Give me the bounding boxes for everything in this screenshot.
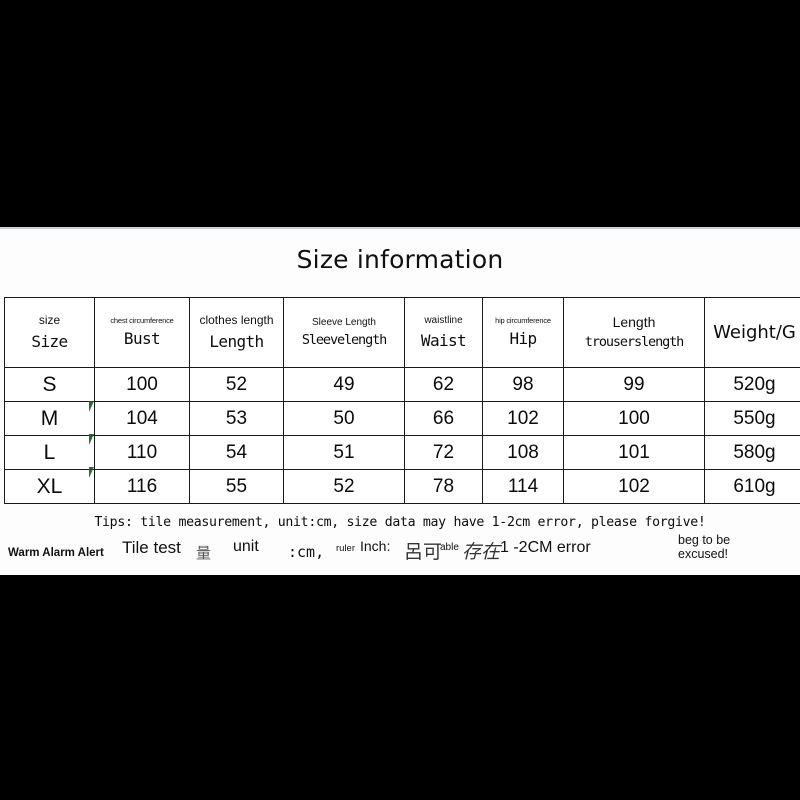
cell-length: 54 bbox=[189, 435, 284, 470]
cell-sleeve: 52 bbox=[283, 469, 405, 504]
cell-size: L bbox=[4, 435, 95, 470]
cell-length: 52 bbox=[189, 367, 284, 402]
cell-bust: 100 bbox=[94, 367, 190, 402]
cell-sleeve: 50 bbox=[283, 401, 405, 436]
cell-waist: 72 bbox=[404, 435, 483, 470]
overlay-beg-to-be-excused: beg to be excused! bbox=[678, 533, 731, 562]
overlay-beg-line2: excused! bbox=[678, 546, 729, 561]
size-chart-panel: Size information size Size chest circumf… bbox=[0, 227, 800, 575]
header-cell-bust: chest circumference Bust bbox=[94, 297, 190, 368]
cell-hip: 114 bbox=[482, 469, 564, 504]
cell-length: 55 bbox=[189, 469, 284, 504]
header-cell-hip: hip circumference Hip bbox=[482, 297, 564, 368]
table-row: M 104 53 50 66 102 100 550g bbox=[4, 401, 800, 436]
cell-trousers: 100 bbox=[563, 401, 705, 436]
cell-trousers: 101 bbox=[563, 435, 705, 470]
overlay-cjk-exist: 存在 bbox=[462, 541, 501, 563]
overlay-cjk-liang: 量 bbox=[196, 544, 212, 562]
header-cell-waist: waistline Waist bbox=[404, 297, 483, 368]
overlay-cjk-mid: 呂可 bbox=[404, 541, 443, 563]
cell-sleeve: 49 bbox=[283, 367, 405, 402]
header-cell-length: clothes length Length bbox=[189, 297, 284, 368]
table-row: L 110 54 51 72 108 101 580g bbox=[4, 435, 800, 470]
overlay-error-text: 1 -2CM error bbox=[500, 539, 591, 556]
overlay-warm-alarm-alert: Warm Alarm Alert bbox=[8, 547, 104, 559]
overlay-beg-line1: beg to be bbox=[678, 533, 731, 547]
cell-waist: 62 bbox=[404, 367, 483, 402]
overlay-able: able bbox=[440, 542, 459, 553]
overlay-cm: :cm, bbox=[288, 543, 325, 561]
cell-size: M bbox=[4, 401, 95, 436]
overlay-unit: unit bbox=[233, 538, 259, 555]
page-title: Size information bbox=[296, 245, 504, 274]
cell-bust: 104 bbox=[94, 401, 190, 436]
overlay-ruler: ruler bbox=[336, 543, 356, 554]
cell-trousers: 102 bbox=[563, 469, 705, 504]
cell-weight: 580g bbox=[704, 435, 800, 470]
cell-length: 53 bbox=[189, 401, 284, 436]
cell-hip: 108 bbox=[482, 435, 564, 470]
cell-size: XL bbox=[4, 469, 95, 504]
cell-bust: 110 bbox=[94, 435, 190, 470]
overlay-inch: Inch: bbox=[360, 538, 391, 554]
cell-hip: 98 bbox=[482, 367, 564, 402]
cell-trousers: 99 bbox=[563, 367, 705, 402]
header-cell-weight: Weight/G bbox=[704, 297, 800, 368]
cell-hip: 102 bbox=[482, 401, 564, 436]
overlay-tile-test: Tile test bbox=[122, 538, 181, 557]
header-cell-size: size Size bbox=[4, 297, 95, 368]
cell-weight: 550g bbox=[704, 401, 800, 436]
header-cell-trouserslength: Length trouserslength bbox=[563, 297, 705, 368]
cell-waist: 78 bbox=[404, 469, 483, 504]
cell-sleeve: 51 bbox=[283, 435, 405, 470]
size-table: size Size chest circumference Bust cloth… bbox=[4, 297, 800, 504]
cell-weight: 610g bbox=[704, 469, 800, 504]
header-cell-sleeve: Sleeve Length Sleevelength bbox=[283, 297, 405, 368]
table-row: S 100 52 49 62 98 99 520g bbox=[4, 367, 800, 402]
table-row: XL 116 55 52 78 114 102 610g bbox=[4, 469, 800, 504]
table-header-row: size Size chest circumference Bust cloth… bbox=[4, 297, 800, 368]
tips-text: Tips: tile measurement, unit:cm, size da… bbox=[94, 515, 706, 530]
cell-bust: 116 bbox=[94, 469, 190, 504]
cell-weight: 520g bbox=[704, 367, 800, 402]
cell-size: S bbox=[4, 367, 95, 402]
cell-waist: 66 bbox=[404, 401, 483, 436]
